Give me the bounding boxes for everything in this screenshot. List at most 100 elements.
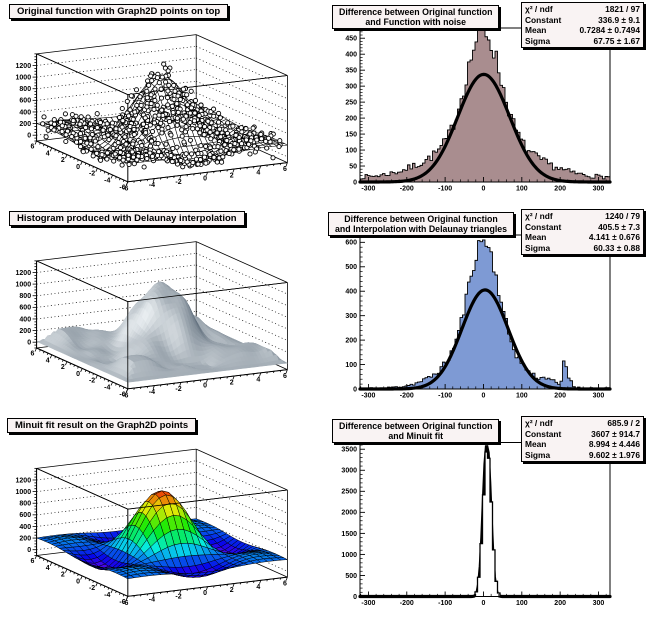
svg-text:50: 50 [349, 163, 357, 170]
svg-text:0: 0 [482, 393, 486, 400]
svg-text:0: 0 [76, 371, 80, 378]
svg-text:150: 150 [345, 131, 357, 138]
svg-text:2: 2 [61, 364, 65, 371]
stats-row-sigma: Sigma 9.602 ± 1.976 [522, 450, 643, 461]
svg-text:-2: -2 [175, 593, 181, 600]
svg-text:0: 0 [482, 186, 486, 193]
svg-text:-6: -6 [122, 185, 128, 192]
svg-text:100: 100 [516, 393, 528, 400]
svg-text:-300: -300 [361, 186, 375, 193]
stat-value: 405.5 ± 7.3 [598, 221, 640, 232]
svg-text:800: 800 [19, 293, 31, 300]
stat-value: 9.602 ± 1.976 [588, 449, 640, 460]
svg-text:400: 400 [19, 316, 31, 323]
stat-label: Constant [525, 14, 562, 25]
svg-text:-4: -4 [104, 385, 110, 392]
svg-text:2: 2 [230, 173, 234, 180]
stat-label: χ² / ndf [525, 4, 553, 14]
stat-value: 67.75 ± 1.67 [593, 35, 640, 46]
svg-text:-6: -6 [119, 391, 125, 398]
stat-label: Sigma [525, 449, 551, 460]
svg-text:2: 2 [230, 587, 234, 594]
stats-box: χ² / ndf 1821 / 97 Constant 336.9 ± 9.1 Me… [521, 2, 644, 49]
stats-row-mean: Mean 4.141 ± 0.676 [522, 232, 643, 243]
pad-title-box: Histogram produced with Delaunay interpo… [9, 211, 245, 226]
svg-text:2: 2 [61, 157, 65, 164]
svg-text:6: 6 [283, 373, 287, 380]
svg-text:6: 6 [30, 558, 34, 565]
stat-value: 8.994 ± 4.446 [588, 439, 640, 450]
stats-row-chi2: χ² / ndf 1240 / 79 [522, 211, 643, 222]
svg-text:0: 0 [27, 340, 31, 347]
stat-label: Constant [525, 221, 562, 232]
svg-text:-6: -6 [122, 392, 128, 399]
svg-text:-2: -2 [175, 386, 181, 393]
svg-text:1000: 1000 [16, 282, 32, 289]
svg-text:200: 200 [554, 186, 566, 193]
pad-title-box: Difference between Original function and… [332, 419, 500, 443]
svg-text:4: 4 [256, 169, 260, 176]
svg-text:-6: -6 [122, 600, 128, 607]
svg-text:4: 4 [46, 357, 50, 364]
svg-text:4: 4 [256, 376, 260, 383]
svg-text:1200: 1200 [16, 63, 32, 70]
svg-text:-200: -200 [400, 393, 414, 400]
svg-text:600: 600 [19, 305, 31, 312]
svg-text:-100: -100 [438, 186, 452, 193]
svg-text:-2: -2 [175, 179, 181, 186]
svg-text:-4: -4 [149, 597, 155, 604]
stat-label: Sigma [525, 242, 551, 253]
pad-title-text: Minuit fit result on the Graph2D points [15, 420, 189, 431]
stat-value: 685.9 / 2 [607, 418, 640, 428]
svg-text:4: 4 [256, 584, 260, 591]
stats-row-sigma: Sigma 60.33 ± 0.88 [522, 243, 643, 254]
pad-diff-minuit: -300 -200 -100 0 100 200 300 0 500 1000 1500 2000 25… [323, 414, 646, 622]
svg-text:450: 450 [345, 36, 357, 43]
stat-label: Constant [525, 428, 562, 439]
svg-text:500: 500 [345, 264, 357, 271]
svg-text:4: 4 [46, 565, 50, 572]
pad-title-line2: and Interpolation with Delaunay triangle… [335, 224, 508, 234]
pad-diff-delaunay: -300 -200 -100 0 100 200 300 0 100 200 300 400 500 60… [323, 207, 646, 414]
surface-plot-delaunay: -6 -4 -2 0 2 4 66420-2-4-602004006008001000120… [16, 241, 288, 399]
stats-row-constant: Constant 405.5 ± 7.3 [522, 222, 643, 233]
pad-title-box: Minuit fit result on the Graph2D points [7, 418, 197, 433]
pad-title-line1: Difference between Original function [344, 214, 498, 224]
stats-row-constant: Constant 3607 ± 914.7 [522, 429, 643, 440]
svg-text:2: 2 [230, 380, 234, 387]
svg-text:6: 6 [283, 166, 287, 173]
svg-text:-100: -100 [438, 393, 452, 400]
stat-value: 60.33 ± 0.88 [593, 242, 640, 253]
pad-title-text: Original function with Graph2D points on… [17, 6, 221, 17]
histogram-diff-noise: -300 -200 -100 0 100 200 300 0 50 100 150 200 250 300… [345, 27, 612, 193]
svg-text:-4: -4 [149, 182, 155, 189]
pad-title-line2: and Function with noise [365, 17, 467, 27]
svg-text:0: 0 [76, 164, 80, 171]
svg-text:0: 0 [353, 386, 357, 393]
stat-label: Sigma [525, 35, 551, 46]
svg-text:6: 6 [30, 144, 34, 151]
pad-diff-noise: -300 -200 -100 0 100 200 300 0 50 100 150 200 250 300… [323, 0, 646, 207]
stats-row-chi2: χ² / ndf 1821 / 97 [522, 4, 643, 15]
svg-text:4: 4 [46, 150, 50, 157]
svg-text:1200: 1200 [16, 270, 32, 277]
svg-text:100: 100 [345, 362, 357, 369]
svg-text:200: 200 [345, 338, 357, 345]
stats-row-constant: Constant 336.9 ± 9.1 [522, 15, 643, 26]
svg-text:300: 300 [345, 84, 357, 91]
svg-text:100: 100 [345, 147, 357, 154]
surface-plot-original-function: -6 -4 -2 0 2 4 66420-2-4-602004006008001000120… [16, 34, 288, 192]
svg-text:600: 600 [19, 98, 31, 105]
stat-value: 336.9 ± 9.1 [598, 14, 640, 25]
pad-minuit-surface: -6 -4 -2 0 2 4 6 6 4 2 0 -2 -4 -6 0 200 400 600 800 1000 120… [0, 414, 323, 622]
svg-text:-6: -6 [119, 184, 125, 191]
stats-row-mean: Mean 0.7284 ± 0.7494 [522, 25, 643, 36]
svg-text:-2: -2 [89, 171, 95, 178]
svg-text:0: 0 [76, 578, 80, 585]
svg-text:0: 0 [203, 383, 207, 390]
stat-value: 1821 / 97 [605, 4, 640, 14]
pad-title-text: Histogram produced with Delaunay interpo… [17, 213, 237, 224]
stat-label: Mean [525, 232, 547, 243]
svg-text:0: 0 [203, 176, 207, 183]
